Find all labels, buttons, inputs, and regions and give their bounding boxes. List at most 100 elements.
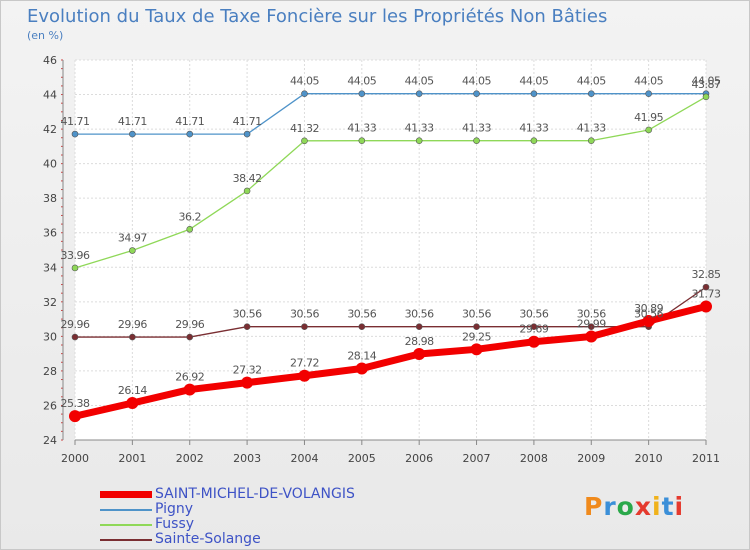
legend-label: Fussy xyxy=(155,516,195,532)
logo-letter: i xyxy=(652,492,662,521)
data-point xyxy=(587,323,595,330)
data-point xyxy=(186,333,194,341)
data-label: 26.92 xyxy=(175,371,204,384)
data-point xyxy=(413,347,426,360)
data-label: 41.71 xyxy=(233,115,262,128)
data-label: 44.05 xyxy=(577,75,606,88)
data-point xyxy=(186,130,194,138)
data-point xyxy=(473,323,480,330)
data-point xyxy=(645,90,652,97)
data-label: 41.71 xyxy=(61,115,90,128)
x-tick-label: 2010 xyxy=(635,452,663,465)
data-point xyxy=(585,330,598,343)
data-point xyxy=(530,137,538,144)
y-tick-label: 34 xyxy=(43,261,57,274)
y-tick-label: 24 xyxy=(43,434,57,447)
y-tick-label: 32 xyxy=(43,296,57,309)
y-tick-label: 26 xyxy=(43,399,57,412)
data-label: 41.33 xyxy=(462,122,491,135)
x-tick-label: 2005 xyxy=(348,452,376,465)
data-point xyxy=(470,343,483,356)
data-label: 41.33 xyxy=(519,122,548,135)
data-point xyxy=(473,90,480,97)
data-label: 34.97 xyxy=(118,232,147,245)
data-label: 32.85 xyxy=(692,268,721,281)
data-point xyxy=(69,410,81,423)
data-label: 29.96 xyxy=(61,318,90,331)
logo-letter: x xyxy=(634,492,652,521)
x-tick-label: 2011 xyxy=(692,452,720,465)
proxiti-logo: Proxiti xyxy=(584,492,684,521)
data-label: 29.99 xyxy=(577,318,606,331)
data-point xyxy=(129,130,136,138)
legend-swatch xyxy=(100,491,152,498)
data-point xyxy=(415,137,423,144)
legend-swatch xyxy=(100,524,152,526)
data-label: 41.95 xyxy=(634,111,663,124)
data-label: 44.05 xyxy=(519,75,548,88)
y-tick-label: 46 xyxy=(43,54,57,67)
data-label: 41.32 xyxy=(290,122,319,135)
data-point xyxy=(530,90,538,97)
data-point xyxy=(129,247,136,254)
data-point xyxy=(358,323,366,330)
data-point xyxy=(186,225,194,233)
x-tick-label: 2002 xyxy=(176,452,204,465)
data-label: 25.38 xyxy=(61,397,90,410)
data-label: 30.56 xyxy=(519,308,548,321)
data-label: 44.05 xyxy=(405,75,434,88)
data-point xyxy=(241,376,254,389)
data-label: 41.33 xyxy=(347,122,376,135)
data-label: 36.2 xyxy=(178,210,201,223)
data-label: 30.56 xyxy=(233,308,262,321)
data-point xyxy=(473,137,480,144)
series-line-pigny xyxy=(74,93,707,135)
data-point xyxy=(301,90,308,97)
logo-letter: P xyxy=(584,492,604,521)
data-point xyxy=(527,335,540,348)
plot-area xyxy=(75,60,706,440)
legend-item: Sainte-Solange xyxy=(100,532,440,548)
series-line-fussy xyxy=(74,96,707,269)
y-tick-label: 42 xyxy=(43,123,57,136)
data-label: 31.73 xyxy=(692,287,721,300)
data-point xyxy=(587,90,595,97)
legend-item: Pigny xyxy=(100,502,440,518)
x-tick-label: 2001 xyxy=(118,452,146,465)
data-label: 30.56 xyxy=(347,308,376,321)
legend-label: SAINT-MICHEL-DE-VOLANGIS xyxy=(155,486,355,502)
data-label: 33.96 xyxy=(61,249,90,262)
data-label: 44.05 xyxy=(290,75,319,88)
data-label: 41.33 xyxy=(405,122,434,135)
legend-swatch xyxy=(100,509,152,511)
data-point xyxy=(301,137,308,145)
data-label: 29.96 xyxy=(175,318,204,331)
data-label: 44.05 xyxy=(692,75,721,88)
y-tick-label: 40 xyxy=(43,158,57,171)
data-label: 28.14 xyxy=(347,349,376,362)
data-label: 30.56 xyxy=(577,308,606,321)
data-label: 30.56 xyxy=(462,308,491,321)
data-label: 41.33 xyxy=(577,122,606,135)
logo-letter: o xyxy=(616,492,635,521)
data-point xyxy=(700,300,712,313)
data-point xyxy=(243,187,251,195)
data-point xyxy=(71,130,79,138)
data-point xyxy=(183,383,196,396)
data-label: 27.32 xyxy=(233,364,262,377)
data-label: 29.96 xyxy=(118,318,147,331)
data-point xyxy=(358,90,366,97)
data-point xyxy=(301,323,308,330)
data-point xyxy=(415,323,423,330)
legend-swatch xyxy=(100,539,152,541)
data-label: 43.87 xyxy=(692,78,721,91)
data-point xyxy=(298,369,311,382)
data-point xyxy=(702,283,710,291)
data-label: 26.14 xyxy=(118,384,147,397)
x-tick-label: 2006 xyxy=(405,452,433,465)
y-tick-label: 36 xyxy=(43,227,57,240)
data-point xyxy=(355,362,368,375)
data-label: 41.71 xyxy=(118,115,147,128)
x-tick-label: 2000 xyxy=(61,452,89,465)
